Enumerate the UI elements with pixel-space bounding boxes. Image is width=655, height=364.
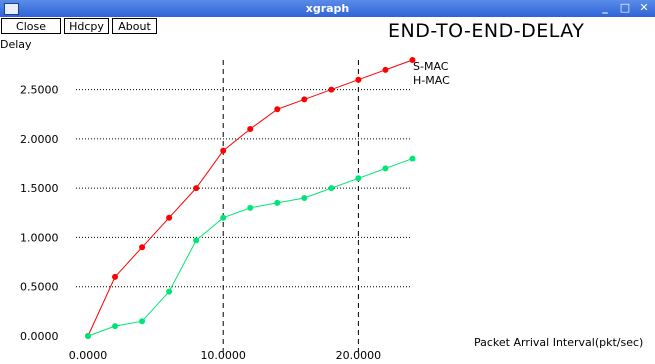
y-tick-label: 0.0000 (20, 330, 59, 343)
data-point (382, 66, 389, 73)
series-line-1 (87, 158, 413, 337)
data-point (112, 273, 119, 280)
data-point (274, 199, 281, 206)
series-line-0 (87, 59, 413, 337)
about-button[interactable]: About (112, 18, 157, 34)
data-point (328, 86, 335, 93)
x-axis-label: Packet Arrival Interval(pkt/sec) (474, 336, 643, 349)
data-point (247, 204, 254, 211)
y-tick-label: 2.0000 (20, 133, 59, 146)
hardcopy-button[interactable]: Hdcpy (64, 18, 109, 34)
legend-entry: S-MAC (413, 60, 449, 73)
window-menu-icon[interactable] (4, 3, 19, 15)
data-point (220, 147, 227, 154)
minimize-icon[interactable]: _ (602, 1, 608, 14)
data-point (193, 185, 200, 192)
y-tick-label: 1.0000 (20, 231, 59, 244)
data-point (247, 126, 254, 132)
window-title: xgraph (305, 2, 350, 15)
data-point (409, 155, 416, 162)
data-point (301, 195, 308, 201)
data-point (220, 214, 227, 221)
data-point (166, 214, 173, 221)
data-point (355, 76, 362, 83)
close-window-icon[interactable]: ✕ (639, 1, 649, 14)
data-point (355, 175, 362, 182)
chart-title: END-TO-END-DELAY (388, 20, 585, 42)
data-point (112, 323, 119, 330)
y-tick-label: 2.5000 (20, 84, 59, 97)
data-point (328, 185, 335, 192)
y-axis-label: Delay (0, 38, 32, 51)
x-tick-label: 10.0000 (200, 349, 246, 362)
data-point (85, 333, 91, 339)
data-point (139, 244, 146, 251)
data-point (166, 288, 173, 295)
data-point (139, 318, 146, 325)
window-titlebar[interactable]: xgraph _ □ ✕ (0, 0, 655, 17)
data-point (301, 96, 308, 103)
data-point (274, 106, 281, 113)
x-tick-label: 0.0000 (69, 349, 108, 362)
data-point (193, 237, 200, 244)
maximize-icon[interactable]: □ (619, 1, 631, 14)
data-point (382, 165, 389, 172)
y-tick-label: 1.5000 (20, 182, 59, 195)
close-button[interactable]: Close (1, 18, 61, 34)
y-tick-label: 0.5000 (20, 281, 59, 294)
legend-entry: H-MAC (413, 74, 450, 87)
x-tick-label: 20.0000 (336, 349, 382, 362)
data-point (409, 57, 416, 63)
